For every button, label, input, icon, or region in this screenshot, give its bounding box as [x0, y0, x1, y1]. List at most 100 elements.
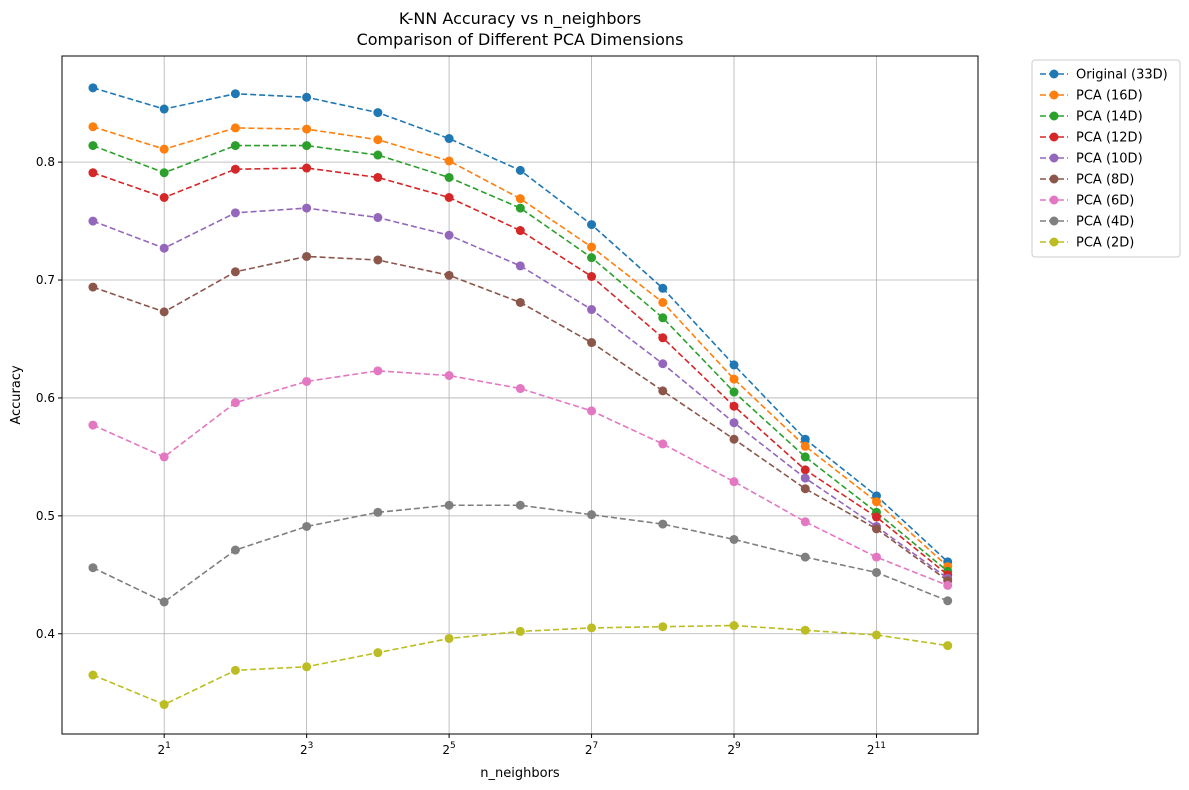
data-point — [302, 521, 312, 531]
x-tick-label: 23 — [300, 741, 313, 757]
data-point — [658, 359, 668, 369]
data-point — [800, 625, 810, 635]
series-pca-12d — [88, 163, 953, 580]
data-point — [230, 665, 240, 675]
legend-marker — [1049, 153, 1059, 163]
data-point — [658, 283, 668, 293]
data-point — [302, 163, 312, 173]
legend-item: PCA (8D) — [1040, 173, 1134, 188]
data-point — [230, 398, 240, 408]
chart-title: K-NN Accuracy vs n_neighbors — [399, 9, 641, 29]
data-point — [230, 164, 240, 174]
data-point — [230, 89, 240, 99]
y-tick-label: 0.5 — [36, 509, 55, 523]
data-point — [373, 150, 383, 160]
data-point — [587, 623, 597, 633]
data-point — [587, 271, 597, 281]
plot-area-frame — [61, 55, 979, 735]
data-point — [871, 630, 881, 640]
data-point — [729, 374, 739, 384]
legend-item: PCA (4D) — [1040, 215, 1134, 230]
data-point — [373, 255, 383, 265]
legend-label: PCA (10D) — [1076, 152, 1143, 167]
data-point — [800, 441, 810, 451]
data-point — [800, 473, 810, 483]
data-point — [88, 670, 98, 680]
data-point — [444, 371, 454, 381]
data-point — [587, 220, 597, 230]
data-point — [444, 192, 454, 202]
legend-marker — [1049, 90, 1059, 100]
legend-item: PCA (10D) — [1040, 152, 1143, 167]
data-point — [729, 387, 739, 397]
data-point — [159, 452, 169, 462]
x-tick-label: 29 — [727, 741, 741, 757]
data-point — [88, 420, 98, 430]
data-point — [230, 141, 240, 151]
data-point — [88, 563, 98, 573]
data-point — [159, 144, 169, 154]
series-line — [92, 370, 949, 587]
data-point — [444, 156, 454, 166]
legend-label: PCA (16D) — [1076, 89, 1143, 104]
x-tick-label: 27 — [585, 741, 598, 757]
data-point — [159, 104, 169, 114]
y-tick-label: 0.8 — [36, 155, 55, 169]
data-point — [88, 282, 98, 292]
data-point — [587, 406, 597, 416]
data-point — [943, 580, 953, 590]
data-point — [729, 401, 739, 411]
data-point — [871, 524, 881, 534]
data-point — [159, 597, 169, 607]
data-point — [444, 270, 454, 280]
series-pca-2d — [88, 621, 953, 710]
data-point — [800, 465, 810, 475]
data-point — [515, 626, 525, 636]
data-point — [302, 662, 312, 672]
legend: Original (33D) PCA (16D) PCA (14D) PCA (12D… — [1031, 59, 1181, 258]
data-point — [373, 507, 383, 517]
legend-marker — [1049, 132, 1059, 142]
data-point — [88, 141, 98, 151]
data-point — [444, 633, 454, 643]
series-line — [92, 504, 949, 603]
data-point — [515, 500, 525, 510]
legend-label: PCA (6D) — [1076, 194, 1134, 209]
legend-marker — [1049, 216, 1059, 226]
data-point — [444, 230, 454, 240]
series-line — [92, 624, 948, 706]
legend-marker — [1049, 174, 1059, 184]
series-line — [92, 125, 949, 568]
data-point — [88, 168, 98, 178]
series-line — [92, 87, 949, 563]
legend-frame — [1031, 59, 1181, 258]
data-point — [587, 242, 597, 252]
data-point — [444, 172, 454, 182]
data-point — [800, 452, 810, 462]
data-point — [943, 641, 953, 651]
x-tick-label: 25 — [442, 741, 455, 757]
data-point — [88, 122, 98, 132]
legend-item: PCA (16D) — [1040, 89, 1143, 104]
data-point — [88, 83, 98, 93]
y-tick-label: 0.7 — [36, 273, 55, 287]
legend-marker — [1049, 111, 1059, 121]
data-point — [515, 297, 525, 307]
data-point — [943, 596, 953, 606]
data-point — [373, 135, 383, 145]
series-pca-4d — [88, 500, 953, 607]
data-point — [871, 512, 881, 522]
series-original-33d — [88, 83, 953, 567]
data-point — [159, 168, 169, 178]
legend-label: PCA (12D) — [1076, 131, 1143, 146]
data-point — [587, 305, 597, 315]
data-point — [587, 510, 597, 520]
y-tick-label: 0.6 — [36, 391, 55, 405]
data-point — [658, 439, 668, 449]
data-point — [800, 484, 810, 494]
data-point — [729, 360, 739, 370]
data-point — [515, 261, 525, 271]
legend-item: PCA (6D) — [1040, 194, 1134, 209]
y-axis-label: Accuracy — [9, 365, 24, 425]
legend-label: PCA (14D) — [1076, 110, 1143, 125]
